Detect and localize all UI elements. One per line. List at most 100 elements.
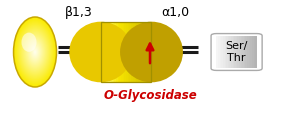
Ellipse shape [21,29,49,75]
Bar [148,22,150,82]
Ellipse shape [23,32,47,72]
Bar [141,22,143,82]
Ellipse shape [22,33,37,52]
Ellipse shape [26,37,44,67]
Ellipse shape [24,34,46,70]
Ellipse shape [30,44,40,60]
Ellipse shape [17,22,53,82]
Ellipse shape [28,42,41,63]
Bar [124,22,126,82]
Ellipse shape [32,48,38,56]
Ellipse shape [14,17,56,87]
Ellipse shape [32,47,38,57]
Bar [239,36,241,68]
Bar [133,22,135,82]
Bar [255,36,257,68]
Ellipse shape [24,34,46,70]
Ellipse shape [27,39,43,65]
Ellipse shape [22,31,48,73]
Bar [231,36,233,68]
Bar [221,36,223,68]
Ellipse shape [31,45,39,59]
Bar [135,22,137,82]
Bar [245,36,247,68]
Ellipse shape [17,23,53,81]
Ellipse shape [25,35,45,69]
Ellipse shape [28,41,42,63]
Bar [228,36,230,68]
Bar [229,36,231,68]
Ellipse shape [20,27,51,77]
Bar [114,22,116,82]
Bar [128,22,130,82]
Bar [101,22,103,82]
Bar [252,36,254,68]
Ellipse shape [69,22,132,82]
Bar [226,36,228,68]
Bar [237,36,239,68]
Bar [130,22,131,82]
Bar [236,36,238,68]
Bar [143,22,145,82]
Ellipse shape [29,42,41,62]
Bar [249,36,250,68]
Bar [112,22,115,82]
Text: β1,3: β1,3 [65,6,93,19]
Ellipse shape [33,49,37,55]
Bar [111,22,113,82]
Ellipse shape [30,43,40,61]
Ellipse shape [28,40,43,64]
Ellipse shape [20,27,50,76]
Bar [250,36,252,68]
Ellipse shape [18,24,52,80]
Ellipse shape [23,33,47,71]
Bar [126,22,128,82]
Ellipse shape [16,21,54,84]
Bar [123,22,125,82]
Bar [121,22,123,82]
Ellipse shape [26,36,45,68]
Bar [116,22,118,82]
Ellipse shape [31,46,39,58]
Bar [242,36,244,68]
Bar [247,36,249,68]
Bar [138,22,140,82]
Text: Ser/
Thr: Ser/ Thr [225,41,248,63]
Bar [109,22,111,82]
Ellipse shape [18,25,52,79]
Bar [218,36,220,68]
Bar [244,36,246,68]
Bar [145,22,147,82]
Bar [234,36,236,68]
Bar [131,22,133,82]
Bar [140,22,142,82]
Ellipse shape [34,50,36,54]
Ellipse shape [34,51,36,53]
Bar [254,36,255,68]
Ellipse shape [33,48,37,55]
Ellipse shape [19,26,51,78]
Ellipse shape [120,22,183,82]
Ellipse shape [15,19,56,85]
Ellipse shape [16,21,54,83]
Bar [146,22,148,82]
Bar [224,36,226,68]
Bar [104,22,106,82]
Bar [118,22,120,82]
Bar [241,36,242,68]
Bar [232,36,235,68]
Text: O-Glycosidase: O-Glycosidase [103,89,197,102]
Bar [216,36,218,68]
Ellipse shape [14,18,56,86]
Ellipse shape [20,28,50,76]
Ellipse shape [26,38,44,66]
Bar [107,22,110,82]
Text: α1,0: α1,0 [161,6,189,19]
Bar [150,22,152,82]
Bar [106,22,108,82]
Bar [223,36,225,68]
Bar [136,22,138,82]
Bar [220,36,222,68]
Bar [119,22,121,82]
Bar [102,22,104,82]
